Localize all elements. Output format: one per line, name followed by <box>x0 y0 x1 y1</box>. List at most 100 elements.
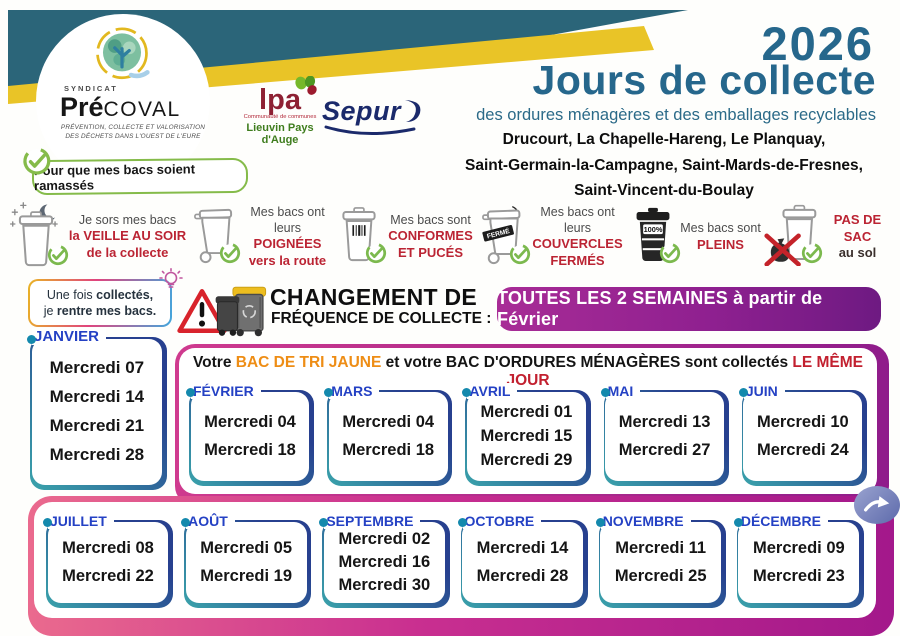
month-label: AVRIL <box>467 383 518 399</box>
sepur-logo: Sepur <box>322 96 421 135</box>
collection-date: Mercredi 04 <box>342 412 435 431</box>
precoval-logo: PréCOVAL <box>60 92 181 123</box>
month-dot <box>324 388 334 397</box>
months-row-1: FÉVRIER Mercredi 04 Mercredi 18 MARS Merc… <box>186 378 868 486</box>
collection-date: Mercredi 28 <box>476 566 569 585</box>
tip-line: Mes bacs ont leurs <box>250 205 325 235</box>
collection-date: Mercredi 22 <box>62 566 154 585</box>
month-dot <box>733 518 743 527</box>
reminder-line: Une fois collectés, <box>46 288 154 302</box>
month-dot <box>27 335 36 344</box>
svg-text:100%: 100% <box>644 225 663 234</box>
collection-date: Mercredi 01 <box>480 402 573 421</box>
months-row-2: JUILLET Mercredi 08 Mercredi 22 AOÛT Merc… <box>43 508 865 608</box>
collection-date: Mercredi 14 <box>49 387 145 407</box>
tip-no-bag: PAS DE SAC au sol <box>764 198 894 276</box>
month-box-juin: JUIN Mercredi 10 Mercredi 24 <box>738 378 868 486</box>
month-dot <box>43 518 52 527</box>
month-box-avril: AVRIL Mercredi 01 Mercredi 15 Mercredi 29 <box>462 378 591 486</box>
collection-date: Mercredi 29 <box>480 450 573 469</box>
collection-date: Mercredi 02 <box>338 529 431 548</box>
tips-banner-text: Pour que mes bacs soient ramassés <box>33 160 196 193</box>
tip-line: de la collecte <box>86 244 169 260</box>
tip-line: Mes bacs sont <box>390 212 471 227</box>
month-label: OCTOBRE <box>462 513 542 529</box>
yellow-bin-highlight: BAC DE TRI JAUNE <box>235 354 382 371</box>
reminder-box: Une fois collectés, je rentre mes bacs. <box>28 268 183 327</box>
collection-date: Mercredi 08 <box>62 538 154 557</box>
month-box-juillet: JUILLET Mercredi 08 Mercredi 22 <box>43 508 174 608</box>
tip-handles: Mes bacs ont leurs POIGNÉES vers la rout… <box>190 198 336 276</box>
bin-handles-icon <box>190 204 241 271</box>
collection-date: Mercredi 16 <box>338 552 431 571</box>
change-title-line1: CHANGEMENT DE <box>270 284 478 310</box>
tip-conform: Mes bacs sont CONFORMES ET PUCÉS <box>336 198 476 276</box>
collection-date: Mercredi 19 <box>200 566 293 585</box>
lightbulb-icon <box>158 267 184 298</box>
lpa-logo: lpa Communauté de communes Lieuvin Pays … <box>230 76 330 146</box>
month-dot <box>738 388 748 397</box>
page-subtitle: des ordures ménagères et des emballages … <box>476 106 876 124</box>
month-label: NOVEMBRE <box>600 513 691 529</box>
tip-line: PLEINS <box>697 236 744 252</box>
precoval-name-light: COVAL <box>103 98 181 121</box>
month-box-decembre: DÉCEMBRE Mercredi 09 Mercredi 23 <box>733 508 865 608</box>
collection-date: Mercredi 09 <box>752 538 845 557</box>
no-bag-icon <box>764 204 823 271</box>
tip-line: FERMÉS <box>550 252 605 268</box>
month-box-janvier: JANVIER Mercredi 07 Mercredi 14 Mercredi 2… <box>27 322 167 490</box>
tip-line: POIGNÉES <box>253 236 322 251</box>
precoval-syndicat-label: SYNDICAT <box>64 84 118 93</box>
tip-full: 100% Mes bacs sont PLEINS <box>630 198 762 276</box>
communes-line: Saint-Germain-la-Campagne, Saint-Mards-d… <box>465 156 863 174</box>
collection-date: Mercredi 28 <box>49 445 145 465</box>
collection-date: Mercredi 24 <box>756 440 849 459</box>
month-dot <box>186 388 195 397</box>
bin-chip-icon <box>336 204 387 271</box>
tip-night: Je sors mes bacs la VEILLE AU SOIR de la… <box>8 198 188 276</box>
sepur-underline-icon <box>324 125 416 135</box>
communes-line: Saint-Vincent-du-Boulay <box>574 182 754 199</box>
month-dot <box>319 518 329 527</box>
lpa-wordmark: lpa <box>259 76 317 115</box>
month-box-fevrier: FÉVRIER Mercredi 04 Mercredi 18 <box>186 378 315 486</box>
month-label: AOÛT <box>186 513 235 529</box>
month-label: MARS <box>329 383 380 399</box>
collection-date: Mercredi 04 <box>204 412 296 431</box>
lpa-subtitle: Communauté de communes <box>243 114 317 120</box>
sepur-swoosh-icon <box>405 100 421 122</box>
month-dot <box>181 518 191 527</box>
month-box-octobre: OCTOBRE Mercredi 14 Mercredi 28 <box>457 508 588 608</box>
same-day-note: Votre BAC DE TRI JAUNE et votre BAC D'OR… <box>192 354 864 389</box>
collection-date: Mercredi 05 <box>200 538 293 557</box>
precoval-tree-icon <box>93 26 151 91</box>
month-label: DÉCEMBRE <box>738 513 828 529</box>
year-title: 2026 <box>761 17 874 70</box>
lpa-name: Lieuvin Pays d'Auge <box>246 122 314 146</box>
month-label: JUIN <box>743 383 785 399</box>
month-label: JANVIER <box>32 328 107 345</box>
tip-line: PAS DE SAC <box>833 212 882 244</box>
first-half-calendar-box: Votre BAC DE TRI JAUNE et votre BAC D'OR… <box>175 344 889 506</box>
month-label: FÉVRIER <box>191 383 261 399</box>
communes-list: Drucourt, La Chapelle-Hareng, Le Planqua… <box>440 127 888 204</box>
month-label: MAI <box>605 383 641 399</box>
tip-closed: FERMÉ Mes bacs ont leurs COUVERCLES FERM… <box>478 198 626 276</box>
tip-line: la VEILLE AU SOIR <box>68 228 187 244</box>
collection-date: Mercredi 18 <box>204 440 296 459</box>
tip-line: CONFORMES <box>388 228 473 244</box>
month-dot <box>600 388 610 397</box>
change-title-line2: FRÉQUENCE DE COLLECTE : <box>271 310 492 327</box>
tip-line: ET PUCÉS <box>397 244 463 260</box>
frequency-banner: TOUTES LES 2 SEMAINES à partir de Févrie… <box>497 287 881 331</box>
precoval-tagline: PRÉVENTION, COLLECTE ET VALORISATION DES… <box>60 124 206 140</box>
month-box-aout: AOÛT Mercredi 05 Mercredi 19 <box>181 508 312 608</box>
collection-date: Mercredi 15 <box>480 426 573 445</box>
tip-line: COUVERCLES <box>532 236 623 251</box>
month-box-septembre: SEPTEMBRE Mercredi 02 Mercredi 16 Mercredi… <box>319 508 450 608</box>
tip-line: Mes bacs ont leurs <box>540 205 615 235</box>
sepur-wordmark: Sepur <box>322 96 402 126</box>
lpa-clover-icon <box>295 76 317 95</box>
month-box-novembre: NOVEMBRE Mercredi 11 Mercredi 25 <box>595 508 726 608</box>
